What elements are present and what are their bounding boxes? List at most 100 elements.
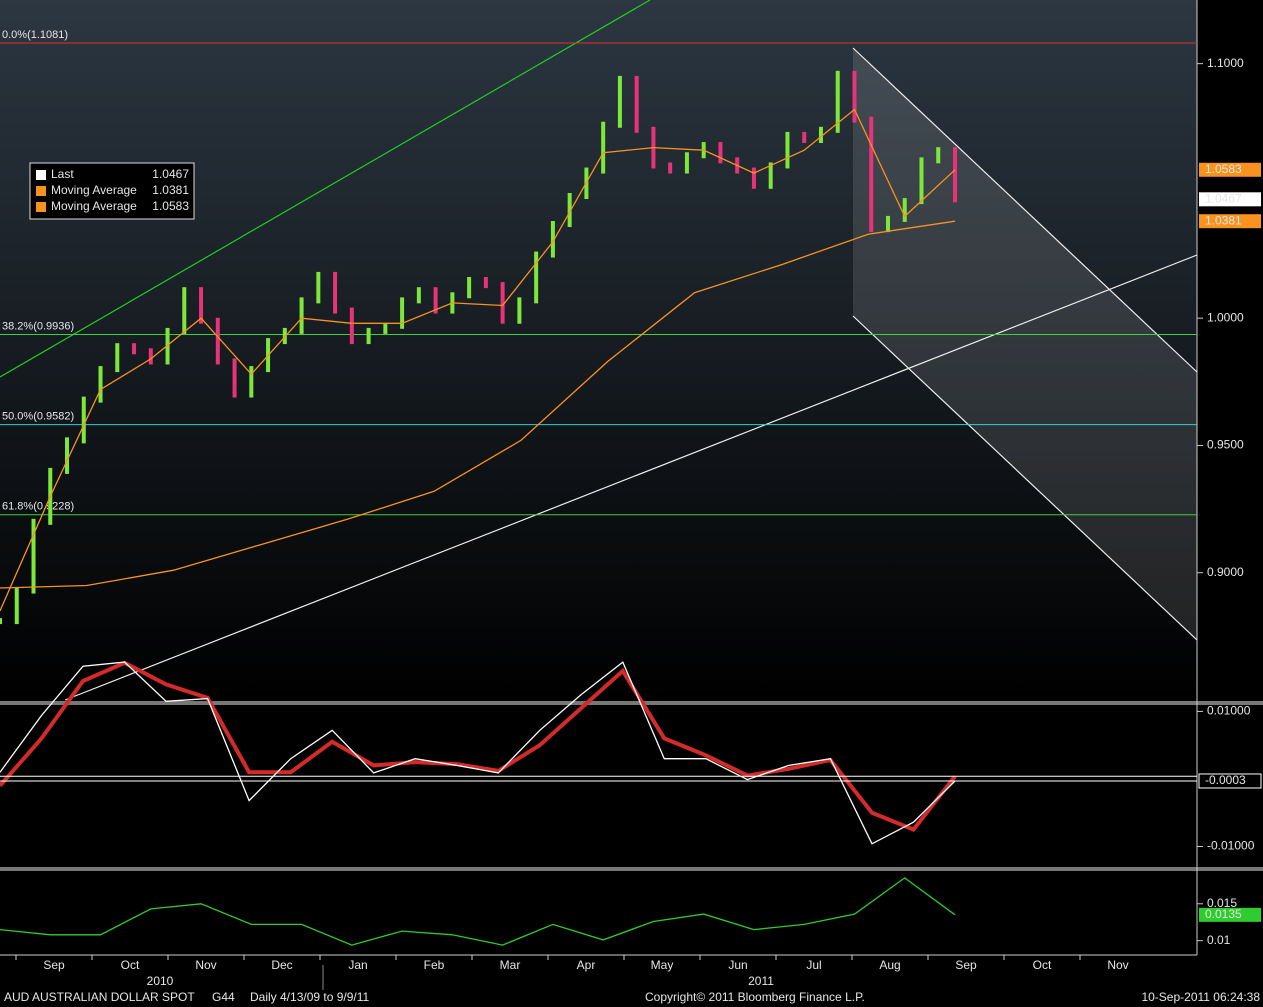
price-bar bbox=[869, 116, 874, 233]
main-panel bbox=[0, 0, 1197, 700]
x-tick-label: Jan bbox=[348, 958, 367, 972]
price-bar bbox=[550, 221, 555, 258]
value-tag bbox=[1199, 162, 1261, 177]
legend-value: 1.0583 bbox=[152, 199, 189, 213]
legend-value: 1.0381 bbox=[152, 183, 189, 197]
x-tick-label: Oct bbox=[1033, 958, 1052, 972]
fib-label: 38.2%(0.9936) bbox=[2, 320, 74, 332]
x-tick-label: Dec bbox=[271, 958, 292, 972]
legend-swatch bbox=[36, 170, 46, 180]
fib-label: 61.8%(0.9228) bbox=[2, 501, 74, 513]
y-tick-label: 1.1000 bbox=[1207, 56, 1244, 70]
price-bar bbox=[802, 131, 807, 143]
legend-swatch bbox=[36, 202, 46, 212]
price-bar bbox=[751, 167, 756, 189]
x-tick-label: Nov bbox=[195, 958, 216, 972]
trend-line bbox=[0, 0, 651, 378]
price-bar bbox=[668, 162, 673, 174]
footer-text: G44 bbox=[212, 990, 235, 1004]
x-tick-label: Mar bbox=[500, 958, 521, 972]
price-bar bbox=[919, 157, 924, 205]
value-tag bbox=[1199, 192, 1261, 207]
fib-label: 50.0%(0.9582) bbox=[2, 410, 74, 422]
x-tick-label: Sep bbox=[955, 958, 977, 972]
price-bar bbox=[65, 437, 70, 474]
value-tag-label: 1.0467 bbox=[1205, 191, 1242, 205]
channel-line bbox=[852, 47, 1198, 373]
legend-box bbox=[29, 162, 195, 220]
fib-label: 0.0%(1.1081) bbox=[2, 29, 68, 41]
price-bar bbox=[768, 162, 773, 189]
price-bar bbox=[349, 307, 354, 345]
price-bar bbox=[0, 618, 2, 625]
price-bar bbox=[148, 348, 153, 365]
y-tick-label: 0.015 bbox=[1207, 896, 1237, 910]
y-tick-label: 0.01000 bbox=[1207, 704, 1251, 718]
channel-line bbox=[852, 315, 1198, 641]
trend-line bbox=[64, 254, 1198, 701]
y-tick-label: 1.0000 bbox=[1207, 310, 1244, 324]
value-tag-label: 0.0135 bbox=[1205, 907, 1242, 921]
price-bar bbox=[885, 215, 890, 233]
x-tick-label: May bbox=[651, 958, 674, 972]
price-bar bbox=[433, 287, 438, 314]
series-line bbox=[0, 660, 957, 833]
price-bar bbox=[902, 198, 907, 222]
x-tick-label: Aug bbox=[879, 958, 900, 972]
value-tag bbox=[1199, 214, 1261, 229]
x-tick-label: Apr bbox=[577, 958, 596, 972]
series-line bbox=[0, 877, 956, 946]
price-bar bbox=[718, 142, 723, 164]
legend-label: Last bbox=[51, 167, 74, 181]
price-bar bbox=[232, 358, 237, 398]
price-bar bbox=[936, 147, 941, 164]
price-bar bbox=[98, 366, 103, 403]
panel-separator bbox=[0, 701, 1263, 705]
value-tag-label: 1.0583 bbox=[1205, 162, 1242, 176]
price-bar bbox=[567, 193, 572, 227]
legend: Last 1.0467 Moving Average 1.0381 Moving Ave… bbox=[29, 162, 195, 220]
price-bar bbox=[534, 251, 539, 304]
price-bar bbox=[182, 287, 187, 334]
price-bar bbox=[483, 277, 488, 289]
price-bar bbox=[249, 366, 254, 398]
x-tick-label: Nov bbox=[1107, 958, 1128, 972]
price-bar bbox=[199, 287, 204, 324]
x-tick-label: Oct bbox=[121, 958, 140, 972]
price-bar bbox=[333, 271, 338, 314]
legend-value: 1.0467 bbox=[152, 167, 189, 181]
price-bar bbox=[400, 297, 405, 329]
channel-area bbox=[853, 48, 1197, 640]
series-line bbox=[0, 661, 956, 845]
series-line bbox=[0, 220, 956, 589]
legend-swatch bbox=[36, 186, 46, 196]
y-tick-label: 0.9500 bbox=[1207, 438, 1244, 452]
y-tick-label: -0.01000 bbox=[1207, 839, 1255, 853]
price-bar bbox=[852, 70, 857, 123]
price-bar bbox=[132, 343, 137, 355]
price-bar bbox=[818, 126, 823, 143]
x-tick-label: Jul bbox=[806, 958, 821, 972]
footer-text: 10-Sep-2011 06:24:38 bbox=[1141, 990, 1260, 1004]
price-bar bbox=[684, 152, 689, 174]
value-tag bbox=[1199, 907, 1261, 922]
footer-text: AUD AUSTRALIAN DOLLAR SPOT bbox=[4, 990, 195, 1004]
y-tick-label: 0.9000 bbox=[1207, 565, 1244, 579]
value-tag-label: -0.0003 bbox=[1205, 773, 1246, 787]
value-tag-label: 1.0381 bbox=[1205, 213, 1242, 227]
price-bar bbox=[81, 396, 86, 444]
price-bar bbox=[383, 322, 388, 334]
price-bar bbox=[953, 147, 957, 203]
value-tag bbox=[1198, 773, 1262, 789]
footer-text: Copyright© 2011 Bloomberg Finance L.P. bbox=[645, 990, 865, 1004]
price-bar bbox=[517, 297, 522, 324]
price-bar bbox=[14, 587, 19, 625]
year-label: 2010 bbox=[147, 974, 174, 988]
x-tick-label: Sep bbox=[43, 958, 65, 972]
price-bar bbox=[366, 327, 371, 345]
price-bar bbox=[785, 131, 790, 169]
panel-separator bbox=[0, 867, 1263, 871]
price-bar bbox=[416, 287, 421, 304]
price-bar bbox=[467, 277, 472, 299]
